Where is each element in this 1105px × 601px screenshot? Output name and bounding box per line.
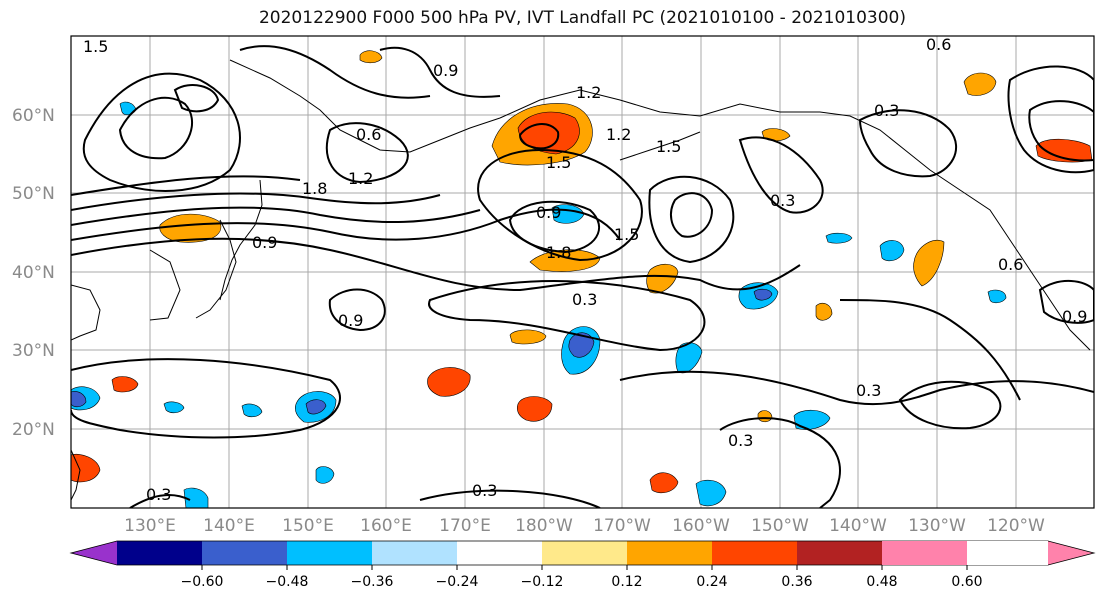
- colorbar-tick-label: 0.36: [781, 574, 812, 590]
- lon-label: 140°W: [829, 516, 887, 536]
- contour-labels: 1.5 0.9 0.6 1.2 1.2 1.2 1.5 1.5 0.6 0.3 …: [83, 35, 1087, 504]
- map-title: 2020122900 F000 500 hPa PV, IVT Landfall…: [258, 8, 906, 28]
- pv-contours: [71, 45, 1094, 508]
- lat-label: 20°N: [12, 420, 55, 440]
- colorbar-segment: [627, 541, 712, 565]
- contour-label: 0.6: [926, 35, 951, 54]
- contour-label: 1.8: [302, 179, 327, 198]
- contour-label: 1.2: [348, 169, 373, 188]
- colorbar-segment: [967, 541, 1048, 565]
- contour-label: 0.3: [146, 485, 171, 504]
- colorbar-segment: [117, 541, 202, 565]
- lon-label: 140°E: [203, 516, 255, 536]
- colorbar-segment: [882, 541, 967, 565]
- lat-label: 30°N: [12, 341, 55, 361]
- lon-label: 120°W: [987, 516, 1045, 536]
- contour-label: 0.9: [433, 61, 458, 80]
- colorbar-tick-label: 0.12: [611, 574, 642, 590]
- lon-label: 160°W: [672, 516, 730, 536]
- contour-label: 0.6: [356, 125, 381, 144]
- lon-label: 150°W: [751, 516, 809, 536]
- contour-label: 0.3: [572, 290, 597, 309]
- contour-label: 0.3: [856, 381, 881, 400]
- colorbar-segment: [712, 541, 797, 565]
- contour-label: 0.9: [1062, 307, 1087, 326]
- colorbar-tick-label: 0.24: [696, 574, 727, 590]
- colorbar-segment: [542, 541, 627, 565]
- contour-label: 1.5: [546, 153, 571, 172]
- colorbar-segment: [457, 541, 542, 565]
- colorbar-tick-label: −0.48: [266, 574, 309, 590]
- lon-label: 130°E: [124, 516, 176, 536]
- colorbar-segment: [372, 541, 457, 565]
- contour-label: 0.6: [998, 255, 1023, 274]
- colorbar-tick-label: −0.12: [521, 574, 564, 590]
- colorbar: −0.60 −0.48 −0.36 −0.24 −0.12 0.12 0.24 …: [69, 540, 1096, 590]
- contour-label: 0.3: [770, 191, 795, 210]
- lat-label: 40°N: [12, 263, 55, 283]
- contour-label: 1.2: [606, 125, 631, 144]
- contour-label: 0.3: [728, 431, 753, 450]
- coastlines: [71, 59, 1091, 501]
- colorbar-segment: [797, 541, 882, 565]
- lon-label: 170°E: [439, 516, 491, 536]
- colorbar-segment: [287, 541, 372, 565]
- colorbar-extend-high: [1048, 541, 1094, 565]
- colorbar-segment: [202, 541, 287, 565]
- colorbar-extend-low: [71, 541, 117, 565]
- lon-label: 150°E: [282, 516, 334, 536]
- colorbar-outline: [69, 540, 1096, 566]
- contour-label: 1.5: [656, 137, 681, 156]
- longitude-labels: 130°E 140°E 150°E 160°E 170°E 180°W 170°…: [124, 516, 1045, 536]
- colorbar-tick-label: 0.60: [951, 574, 982, 590]
- colorbar-tick-label: −0.60: [181, 574, 224, 590]
- lon-label: 160°E: [360, 516, 412, 536]
- contour-label: 0.9: [536, 203, 561, 222]
- lat-label: 60°N: [12, 106, 55, 126]
- colorbar-tick-label: −0.24: [436, 574, 479, 590]
- contour-label: 0.9: [338, 311, 363, 330]
- contour-label: 1.8: [546, 243, 571, 262]
- colorbar-tick-label: −0.36: [351, 574, 394, 590]
- ivt-positive-patches: [71, 50, 1093, 494]
- contour-label: 1.5: [614, 225, 639, 244]
- lon-label: 130°W: [908, 516, 966, 536]
- contour-label: 1.5: [83, 37, 108, 56]
- contour-label: 1.2: [576, 83, 601, 102]
- contour-label: 0.3: [472, 481, 497, 500]
- map-border: [70, 35, 1095, 509]
- lat-label: 50°N: [12, 184, 55, 204]
- lon-label: 170°W: [593, 516, 651, 536]
- lon-label: 180°W: [515, 516, 573, 536]
- contour-label: 0.9: [252, 233, 277, 252]
- colorbar-tick-label: 0.48: [866, 574, 897, 590]
- contour-label: 0.3: [874, 101, 899, 120]
- latitude-labels: 60°N 50°N 40°N 30°N 20°N: [12, 106, 55, 440]
